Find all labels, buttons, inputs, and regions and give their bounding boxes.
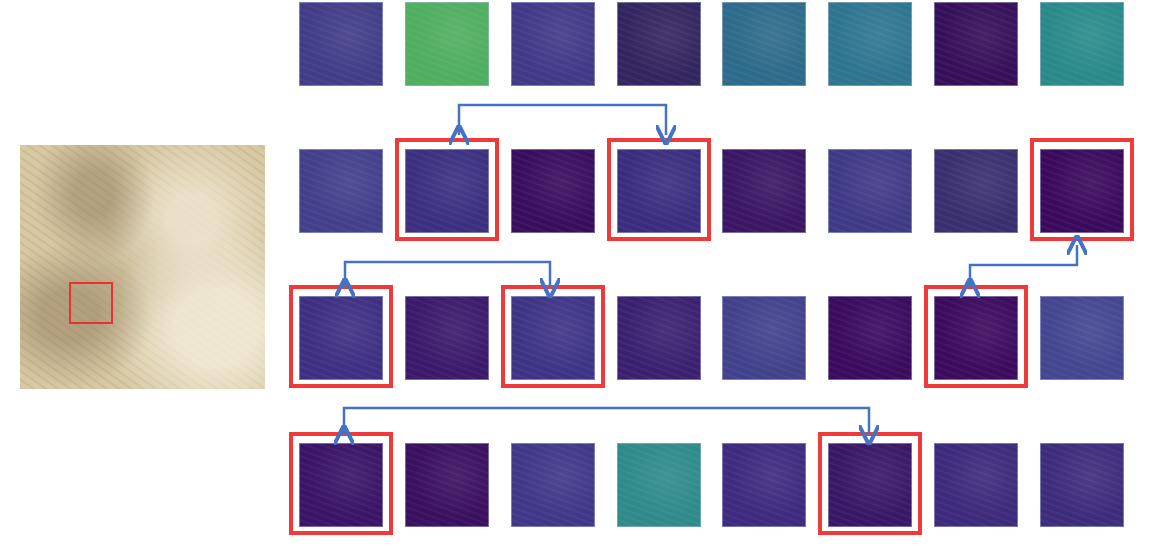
feature-map-tile: [511, 443, 595, 527]
feature-map-tile: [828, 443, 912, 527]
feature-map-tile: [299, 296, 383, 380]
link-arrow-row3-left: [345, 260, 550, 288]
feature-map-tile: [1040, 2, 1124, 86]
highlight-box: [395, 138, 499, 241]
link-arrow-row2: [459, 103, 666, 135]
feature-map-tile: [617, 296, 701, 380]
feature-map-tile: [722, 2, 806, 86]
feature-map-tile: [828, 149, 912, 233]
feature-map-tile: [934, 443, 1018, 527]
feature-map-tile: [934, 2, 1018, 86]
feature-map-tile: [828, 2, 912, 86]
feature-map-tile: [617, 2, 701, 86]
feature-map-tile: [405, 443, 489, 527]
feature-map-tile: [828, 296, 912, 380]
feature-map-tile: [299, 443, 383, 527]
feature-map-tile: [1040, 443, 1124, 527]
feature-map-tile: [405, 2, 489, 86]
feature-map-tile: [511, 2, 595, 86]
feature-map-tile: [511, 149, 595, 233]
feature-map-tile: [722, 296, 806, 380]
feature-map-tile: [299, 2, 383, 86]
feature-map-tile: [299, 149, 383, 233]
feature-map-tile: [617, 443, 701, 527]
feature-map-tile: [511, 296, 595, 380]
feature-map-tile: [722, 443, 806, 527]
source-image: [20, 145, 265, 389]
feature-map-tile: [1040, 296, 1124, 380]
source-highlight-box: [69, 282, 113, 324]
link-arrow-row4: [344, 406, 869, 435]
feature-map-tile: [1040, 149, 1124, 233]
feature-map-tile: [722, 149, 806, 233]
feature-map-tile: [405, 149, 489, 233]
feature-map-tile: [934, 149, 1018, 233]
link-arrow-row3-right: [970, 245, 1077, 288]
feature-map-tile: [934, 296, 1018, 380]
feature-map-tile: [617, 149, 701, 233]
feature-map-tile: [405, 296, 489, 380]
